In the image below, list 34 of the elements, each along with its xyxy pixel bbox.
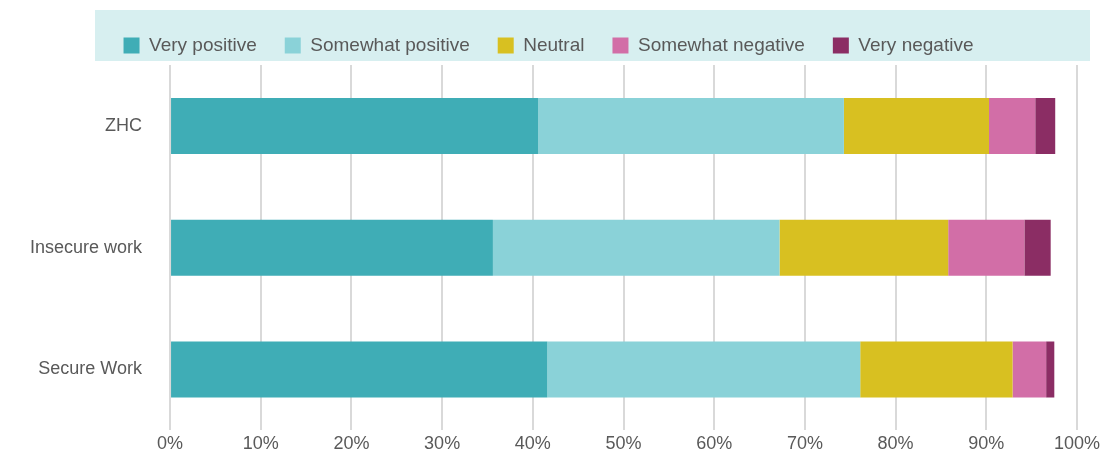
bar — [171, 97, 539, 154]
bar — [1012, 341, 1047, 398]
x-tick-label: 100% — [1053, 433, 1100, 454]
bar — [1024, 219, 1051, 276]
x-tick-label: 20% — [333, 433, 370, 454]
bar — [843, 97, 990, 154]
bar — [989, 97, 1036, 154]
x-tick-label: 40% — [514, 433, 551, 454]
x-tick-label: 80% — [877, 433, 914, 454]
x-tick-label: 70% — [786, 433, 823, 454]
x-tick-label: 60% — [696, 433, 733, 454]
bar — [779, 219, 949, 276]
y-tick-label: Secure Work — [38, 358, 144, 379]
bar — [547, 341, 861, 398]
bar — [492, 219, 780, 276]
bar — [171, 341, 548, 398]
bar — [948, 219, 1025, 276]
x-tick-label: 50% — [605, 433, 642, 454]
legend-label: Somewhat positive — [310, 33, 470, 55]
bar — [538, 97, 844, 154]
x-tick-label: 30% — [424, 433, 461, 454]
y-tick-label: ZHC — [105, 114, 143, 135]
x-tick-label: 0% — [157, 433, 184, 454]
legend-label: Very negative — [858, 33, 974, 55]
bar — [171, 219, 493, 276]
bar — [1035, 97, 1056, 154]
legend-label: Very positive — [149, 33, 257, 55]
y-tick-label: Insecure work — [30, 236, 144, 257]
legend-label: Neutral — [523, 33, 585, 55]
x-tick-label: 90% — [968, 433, 1005, 454]
bar — [1046, 341, 1055, 398]
bar — [860, 341, 1013, 398]
legend-label: Somewhat negative — [637, 33, 805, 55]
x-tick-label: 10% — [242, 433, 279, 454]
